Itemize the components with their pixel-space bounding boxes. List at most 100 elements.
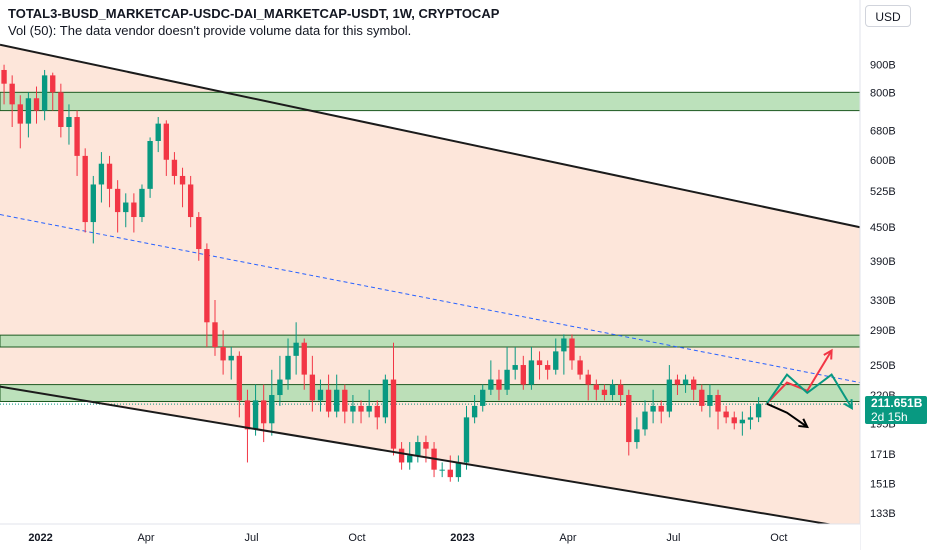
candle-body bbox=[1, 69, 7, 84]
candle-body bbox=[228, 355, 234, 361]
candle-body bbox=[520, 365, 526, 385]
candle-body bbox=[252, 400, 259, 430]
candle-body bbox=[106, 163, 113, 189]
x-tick-label: Oct bbox=[770, 532, 787, 544]
candle-body bbox=[666, 379, 673, 412]
y-tick-label: 525B bbox=[870, 186, 896, 198]
candle-body bbox=[407, 455, 413, 463]
candle-body bbox=[439, 469, 445, 471]
candle-body bbox=[634, 429, 640, 443]
x-tick-label: 2023 bbox=[450, 532, 474, 544]
channel-lower-line bbox=[0, 385, 861, 531]
y-tick-label: 171B bbox=[870, 449, 896, 461]
candle-body bbox=[41, 75, 48, 111]
candle-body bbox=[25, 98, 32, 124]
candle-body bbox=[577, 360, 583, 375]
candle-body bbox=[9, 83, 15, 105]
candle-body bbox=[220, 346, 226, 361]
candle-body bbox=[423, 442, 429, 449]
candle-body bbox=[204, 249, 210, 323]
projection-up-path-arrowhead bbox=[823, 348, 833, 360]
candle-body bbox=[561, 338, 567, 352]
candle-body bbox=[569, 338, 575, 361]
y-tick-label: 330B bbox=[870, 295, 896, 307]
last-price-label: 211.651B bbox=[865, 396, 927, 410]
time-axis-panel bbox=[0, 524, 860, 550]
candle-body bbox=[82, 155, 88, 223]
currency-button[interactable]: USD bbox=[865, 5, 911, 27]
candle-body bbox=[455, 462, 462, 478]
candle-body bbox=[33, 98, 40, 111]
candle-body bbox=[66, 117, 72, 128]
candle-body bbox=[334, 389, 340, 412]
candle-body bbox=[325, 389, 332, 412]
projection-sideways-path bbox=[765, 373, 853, 409]
x-tick-label: Oct bbox=[348, 532, 365, 544]
x-tick-label: Apr bbox=[559, 532, 576, 544]
candle-body bbox=[58, 92, 64, 128]
candle-body bbox=[488, 379, 494, 390]
x-tick-label: 2022 bbox=[28, 532, 52, 544]
candle-body bbox=[691, 379, 697, 390]
y-tick-label: 450B bbox=[870, 222, 896, 234]
candle-body bbox=[90, 184, 96, 223]
support-resistance-zone-1 bbox=[0, 91, 861, 112]
candle-body bbox=[463, 417, 470, 463]
candle-body bbox=[277, 379, 283, 396]
x-tick-label: Jul bbox=[666, 532, 680, 544]
candle-body bbox=[131, 202, 137, 218]
candle-body bbox=[512, 365, 518, 370]
candle-body bbox=[390, 379, 397, 449]
bar-countdown-label: 2d 15h bbox=[865, 410, 927, 424]
candle-body bbox=[374, 405, 380, 418]
candle-body bbox=[650, 405, 656, 412]
x-tick-label: Jul bbox=[244, 532, 258, 544]
candle-body bbox=[244, 400, 251, 430]
price-axis-panel bbox=[860, 0, 932, 550]
candle-body bbox=[585, 374, 591, 385]
candle-body bbox=[755, 403, 762, 418]
projection-down-path bbox=[766, 402, 808, 428]
candle-body bbox=[544, 365, 551, 370]
candle-body bbox=[674, 379, 681, 385]
candle-body bbox=[723, 411, 729, 418]
candle-body bbox=[147, 141, 153, 189]
candle-body bbox=[212, 322, 218, 347]
candle-body bbox=[447, 469, 453, 478]
candle-body bbox=[114, 188, 121, 213]
candle-body bbox=[293, 342, 299, 356]
candle-body bbox=[715, 395, 721, 412]
candle-body bbox=[658, 405, 664, 412]
candle-body bbox=[731, 417, 737, 424]
projection-sideways-path-arrowhead bbox=[843, 399, 853, 410]
y-tick-label: 151B bbox=[870, 478, 896, 490]
candle-body bbox=[642, 411, 648, 430]
y-tick-label: 900B bbox=[870, 60, 896, 72]
candle-body bbox=[747, 417, 754, 420]
candle-body bbox=[382, 379, 389, 418]
candle-body bbox=[179, 175, 186, 185]
candle-body bbox=[601, 389, 608, 396]
support-resistance-zone-3 bbox=[0, 384, 861, 402]
y-tick-label: 390B bbox=[870, 256, 896, 268]
volume-indicator-notice: Vol (50): The data vendor doesn't provid… bbox=[8, 23, 412, 38]
candle-body bbox=[317, 389, 324, 401]
candle-body bbox=[236, 355, 243, 401]
symbol-title[interactable]: TOTAL3-BUSD_MARKETCAP-USDC-DAI_MARKETCAP… bbox=[8, 6, 500, 21]
channel-midline bbox=[0, 214, 861, 384]
candle-body bbox=[496, 379, 502, 390]
projection-down-path-arrowhead bbox=[798, 418, 809, 429]
candle-body bbox=[50, 75, 56, 93]
candle-body bbox=[528, 360, 535, 385]
support-resistance-zone-2 bbox=[0, 334, 861, 348]
candle-body bbox=[504, 369, 510, 390]
candle-body bbox=[739, 419, 746, 424]
candle-body bbox=[366, 405, 372, 412]
drawings-layer bbox=[0, 43, 861, 531]
candle-body bbox=[301, 342, 307, 375]
candle-body bbox=[358, 405, 364, 412]
candle-body bbox=[617, 384, 624, 396]
candle-body bbox=[261, 400, 267, 424]
